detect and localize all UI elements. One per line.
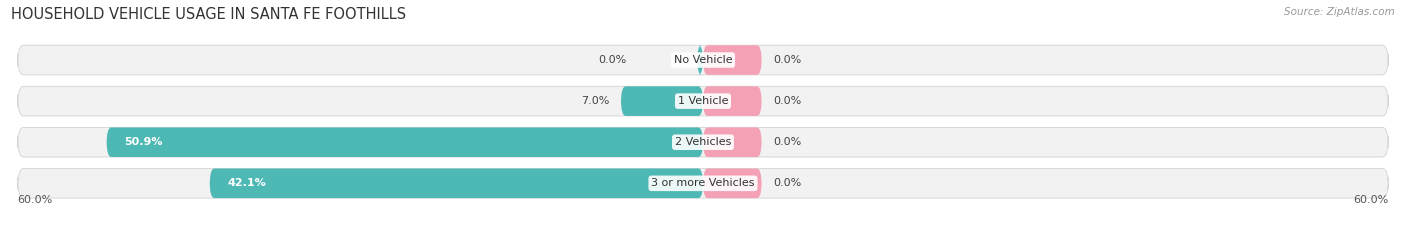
FancyBboxPatch shape	[18, 168, 1389, 198]
FancyBboxPatch shape	[703, 128, 762, 157]
FancyBboxPatch shape	[18, 45, 1389, 75]
FancyBboxPatch shape	[107, 128, 703, 157]
Text: 42.1%: 42.1%	[228, 178, 266, 188]
Text: 60.0%: 60.0%	[18, 195, 53, 205]
FancyBboxPatch shape	[18, 86, 1389, 116]
Text: 7.0%: 7.0%	[581, 96, 609, 106]
Text: 0.0%: 0.0%	[773, 96, 801, 106]
FancyBboxPatch shape	[18, 128, 1389, 157]
Text: Source: ZipAtlas.com: Source: ZipAtlas.com	[1284, 7, 1395, 17]
FancyBboxPatch shape	[703, 45, 762, 75]
FancyBboxPatch shape	[703, 168, 762, 198]
Text: 60.0%: 60.0%	[1353, 195, 1389, 205]
Text: HOUSEHOLD VEHICLE USAGE IN SANTA FE FOOTHILLS: HOUSEHOLD VEHICLE USAGE IN SANTA FE FOOT…	[11, 7, 406, 22]
Text: 2 Vehicles: 2 Vehicles	[675, 137, 731, 147]
Text: 50.9%: 50.9%	[124, 137, 163, 147]
Text: 0.0%: 0.0%	[773, 137, 801, 147]
Text: 0.0%: 0.0%	[773, 55, 801, 65]
FancyBboxPatch shape	[621, 86, 703, 116]
Text: No Vehicle: No Vehicle	[673, 55, 733, 65]
Text: 0.0%: 0.0%	[599, 55, 627, 65]
Text: 3 or more Vehicles: 3 or more Vehicles	[651, 178, 755, 188]
FancyBboxPatch shape	[703, 86, 762, 116]
FancyBboxPatch shape	[697, 45, 703, 75]
Text: 0.0%: 0.0%	[773, 178, 801, 188]
Text: 1 Vehicle: 1 Vehicle	[678, 96, 728, 106]
FancyBboxPatch shape	[209, 168, 703, 198]
